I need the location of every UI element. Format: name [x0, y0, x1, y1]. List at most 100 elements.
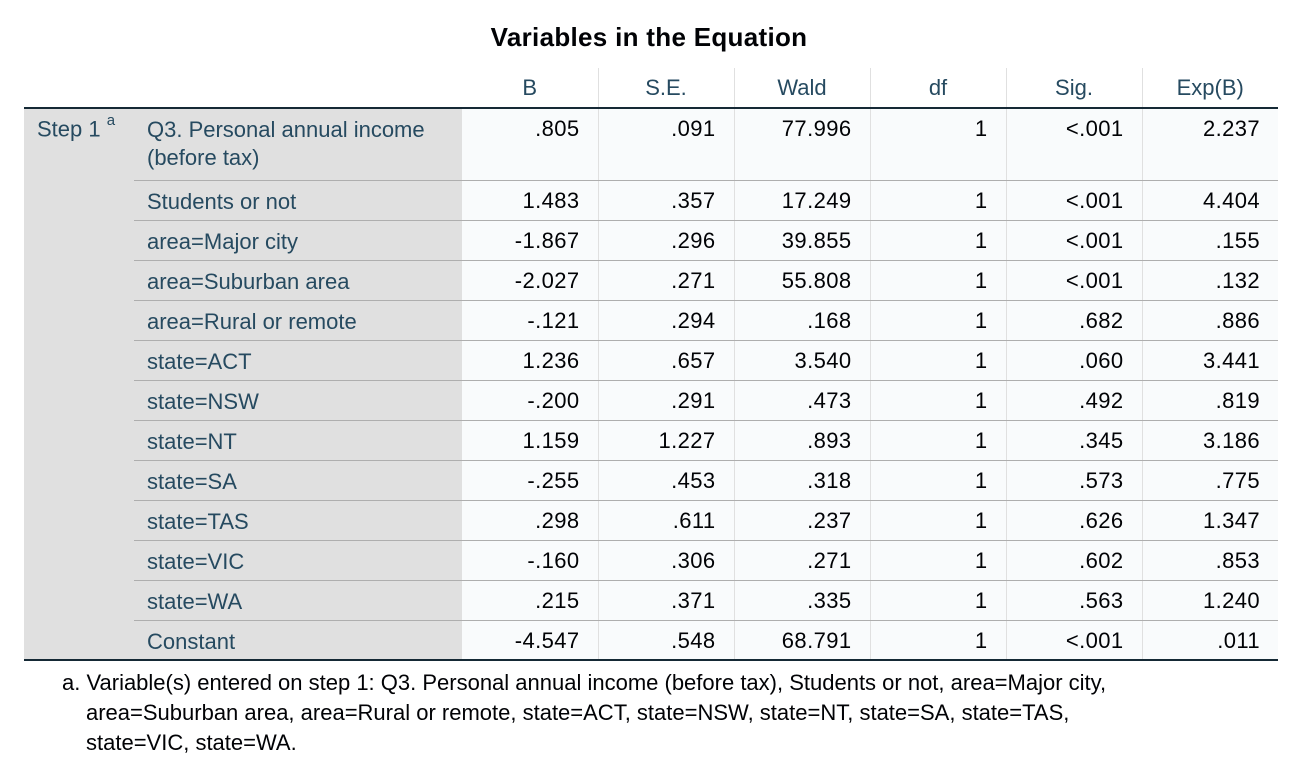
- cell-value: .345: [1005, 420, 1142, 461]
- cell-value: <.001: [1005, 620, 1142, 661]
- cell-value: 1: [869, 340, 1006, 381]
- cell-value: 2.237: [1141, 108, 1278, 181]
- cell-value: -4.547: [462, 620, 598, 661]
- cell-value: .371: [597, 580, 734, 621]
- cell-value: .626: [1005, 500, 1142, 541]
- cell-value: .357: [597, 180, 734, 221]
- cell-value: 1: [869, 620, 1006, 661]
- cell-value: -2.027: [462, 260, 598, 301]
- step-superscript: a: [106, 112, 116, 129]
- cell-value: .335: [733, 580, 870, 621]
- cell-value: .492: [1005, 380, 1142, 421]
- cell-value: -.200: [462, 380, 598, 421]
- row-label: area=Rural or remote: [134, 300, 462, 341]
- table-row: state=WA .215.371.335 1.563 1.240: [24, 580, 1278, 621]
- table-row: state=NSW -.200.291.473 1.492.819: [24, 380, 1278, 421]
- cell-value: .886: [1141, 300, 1278, 341]
- cell-value: 4.404: [1141, 180, 1278, 221]
- cell-value: 3.186: [1141, 420, 1278, 461]
- cell-value: 1: [869, 108, 1006, 181]
- cell-value: 1: [869, 500, 1006, 541]
- cell-value: 1.227: [597, 420, 734, 461]
- cell-value: .291: [597, 380, 734, 421]
- cell-value: 1: [869, 580, 1006, 621]
- table-row: Step 1 a Q3. Personal annual income (befo…: [24, 108, 1278, 661]
- cell-value: 3.441: [1141, 340, 1278, 381]
- cell-value: .682: [1005, 300, 1142, 341]
- cell-value: .775: [1141, 460, 1278, 501]
- cell-value: .853: [1141, 540, 1278, 581]
- table-row: state=TAS .298.611.237 1.626 1.347: [24, 500, 1278, 541]
- col-header-b: B: [462, 68, 598, 109]
- row-label: Q3. Personal annual income (before tax): [134, 108, 462, 181]
- row-label: state=NSW: [134, 380, 462, 421]
- cell-value: .563: [1005, 580, 1142, 621]
- table-row: state=ACT 1.236.657 3.540 1.060 3.441: [24, 340, 1278, 381]
- cell-value: .168: [733, 300, 870, 341]
- cell-value: 1: [869, 260, 1006, 301]
- cell-value: .271: [733, 540, 870, 581]
- step-label: Step 1 a: [24, 108, 134, 661]
- col-header-df: df: [869, 68, 1006, 109]
- row-label: state=WA: [134, 580, 462, 621]
- cell-value: -1.867: [462, 220, 598, 261]
- cell-value: .271: [597, 260, 734, 301]
- table-row: Constant -4.547.548 68.791 1 <.001.011: [24, 620, 1278, 661]
- cell-value: .155: [1141, 220, 1278, 261]
- cell-value: <.001: [1005, 108, 1142, 181]
- footnote-line-2: area=Suburban area, area=Rural or remote…: [86, 700, 1070, 725]
- cell-value: .819: [1141, 380, 1278, 421]
- cell-value: .306: [597, 540, 734, 581]
- cell-value: 55.808: [733, 260, 870, 301]
- table-row: Students or not 1.483.357 17.249 1 <.001 4.40…: [24, 180, 1278, 221]
- cell-value: 1: [869, 420, 1006, 461]
- table-row: area=Rural or remote -.121.294.168 1.682.8…: [24, 300, 1278, 341]
- step-label-text: Step 1: [37, 116, 101, 142]
- cell-value: .237: [733, 500, 870, 541]
- cell-value: 1: [869, 460, 1006, 501]
- cell-value: <.001: [1005, 220, 1142, 261]
- variables-table: B S.E. Wald df Sig. Exp(B) Step 1 a Q3. P…: [24, 68, 1278, 661]
- cell-value: .473: [733, 380, 870, 421]
- cell-value: .893: [733, 420, 870, 461]
- cell-value: 1: [869, 300, 1006, 341]
- cell-value: 17.249: [733, 180, 870, 221]
- cell-value: -.121: [462, 300, 598, 341]
- footnote-line-3: state=VIC, state=WA.: [86, 730, 297, 755]
- table-row: area=Major city -1.867.296 39.855 1 <.001.15…: [24, 220, 1278, 261]
- cell-value: 1.347: [1141, 500, 1278, 541]
- row-label: state=SA: [134, 460, 462, 501]
- table-row: state=VIC -.160.306.271 1.602.853: [24, 540, 1278, 581]
- cell-value: 1: [869, 180, 1006, 221]
- cell-value: 3.540: [733, 340, 870, 381]
- table-row: area=Suburban area -2.027.271 55.808 1 <.001…: [24, 260, 1278, 301]
- table-body: Step 1 a Q3. Personal annual income (befo…: [24, 108, 1278, 661]
- cell-value: 68.791: [733, 620, 870, 661]
- cell-value: .132: [1141, 260, 1278, 301]
- table-row: state=NT 1.159 1.227.893 1.345 3.186: [24, 420, 1278, 461]
- row-label: Students or not: [134, 180, 462, 221]
- footnote-line-1: a. Variable(s) entered on step 1: Q3. Pe…: [62, 670, 1107, 695]
- table-header: B S.E. Wald df Sig. Exp(B): [24, 68, 1278, 109]
- row-label: state=ACT: [134, 340, 462, 381]
- header-blank: [24, 68, 462, 109]
- cell-value: 1.236: [462, 340, 598, 381]
- cell-value: .611: [597, 500, 734, 541]
- cell-value: .602: [1005, 540, 1142, 581]
- row-label: area=Suburban area: [134, 260, 462, 301]
- cell-value: 1: [869, 220, 1006, 261]
- table-row: state=SA -.255.453.318 1.573.775: [24, 460, 1278, 501]
- cell-value: .453: [597, 460, 734, 501]
- col-header-se: S.E.: [597, 68, 734, 109]
- footnote: a. Variable(s) entered on step 1: Q3. Pe…: [62, 668, 1262, 758]
- cell-value: 1.240: [1141, 580, 1278, 621]
- cell-value: 1.159: [462, 420, 598, 461]
- cell-value: 1: [869, 540, 1006, 581]
- cell-value: -.255: [462, 460, 598, 501]
- cell-value: .573: [1005, 460, 1142, 501]
- cell-value: .091: [597, 108, 734, 181]
- cell-value: 77.996: [733, 108, 870, 181]
- col-header-expb: Exp(B): [1141, 68, 1278, 109]
- cell-value: 39.855: [733, 220, 870, 261]
- cell-value: 1.483: [462, 180, 598, 221]
